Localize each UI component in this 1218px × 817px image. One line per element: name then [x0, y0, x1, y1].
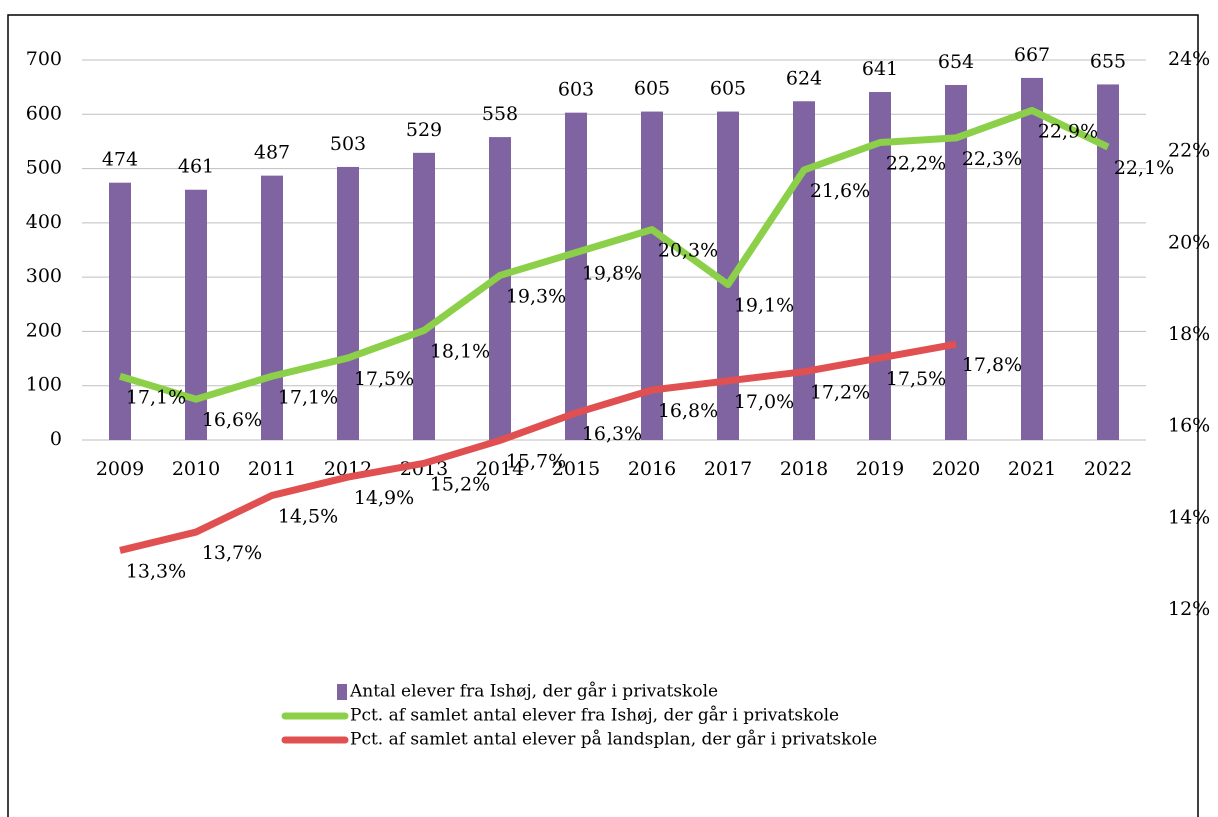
bar-value-label: 641 — [862, 58, 898, 80]
line — [118, 106, 1110, 403]
bar — [413, 152, 435, 441]
x-tick-label: 2017 — [704, 458, 752, 480]
chart-frame — [7, 14, 1199, 817]
line-value-label: 22,9% — [1038, 120, 1098, 142]
line-value-label: 16,8% — [658, 400, 718, 422]
bar-value-label: 624 — [786, 67, 822, 89]
x-tick-label: 2011 — [248, 458, 296, 480]
bar-value-label: 603 — [558, 79, 594, 101]
bar — [869, 92, 891, 441]
y-tick-label: 0 — [50, 428, 62, 450]
bar — [1021, 77, 1043, 441]
y2-tick-label: 16% — [1168, 415, 1210, 437]
bar — [1097, 84, 1119, 440]
line-value-label: 19,1% — [734, 295, 794, 317]
legend-swatch — [337, 684, 347, 700]
line-value-label: 17,0% — [734, 391, 794, 413]
line-value-label: 22,2% — [886, 153, 946, 175]
line-value-label: 16,3% — [582, 423, 642, 445]
line-value-label: 17,8% — [962, 354, 1022, 376]
bar — [185, 189, 207, 440]
x-tick-label: 2009 — [96, 458, 144, 480]
line-value-label: 15,7% — [506, 450, 566, 472]
bar-value-label: 487 — [254, 142, 290, 164]
bar — [489, 137, 511, 441]
line-value-label: 19,3% — [506, 285, 566, 307]
y-tick-label: 100 — [26, 374, 62, 396]
line-value-label: 22,1% — [1114, 157, 1174, 179]
line-value-label: 20,3% — [658, 240, 718, 262]
x-tick-label: 2018 — [780, 458, 828, 480]
x-tick-label: 2021 — [1008, 458, 1056, 480]
y2-tick-label: 14% — [1168, 506, 1210, 528]
bar-value-label: 461 — [178, 156, 214, 178]
line-value-label: 18,1% — [430, 340, 490, 362]
y2-tick-label: 22% — [1168, 140, 1210, 162]
bar-value-label: 503 — [330, 133, 366, 155]
bar-value-label: 558 — [482, 103, 518, 125]
line-value-label: 13,3% — [126, 560, 186, 582]
y-tick-label: 700 — [26, 48, 62, 70]
x-tick-label: 2020 — [932, 458, 980, 480]
line-value-label: 16,6% — [202, 409, 262, 431]
y2-tick-label: 12% — [1168, 598, 1210, 620]
bar — [793, 101, 815, 440]
line-value-label: 14,9% — [354, 487, 414, 509]
bar — [717, 111, 739, 441]
bar-value-label: 605 — [634, 78, 670, 100]
line-value-label: 17,5% — [886, 368, 946, 390]
y2-tick-label: 20% — [1168, 231, 1210, 253]
legend: Antal elever fra Ishøj, der går i privat… — [281, 682, 877, 750]
line — [119, 340, 957, 554]
line-value-label: 17,2% — [810, 382, 870, 404]
bar-value-label: 667 — [1014, 44, 1050, 66]
bar — [565, 112, 587, 441]
legend-label: Antal elever fra Ishøj, der går i privat… — [349, 682, 718, 702]
line-value-label: 17,5% — [354, 368, 414, 390]
line-value-label: 19,8% — [582, 263, 642, 285]
x-tick-label: 2010 — [172, 458, 220, 480]
x-tick-label: 2016 — [628, 458, 676, 480]
bar-value-label: 655 — [1090, 50, 1126, 72]
line-value-label: 14,5% — [278, 505, 338, 527]
line-value-label: 22,3% — [962, 148, 1022, 170]
legend-label: Pct. af samlet antal elever fra Ishøj, d… — [350, 706, 839, 726]
y-tick-label: 200 — [26, 319, 62, 341]
x-tick-label: 2019 — [856, 458, 904, 480]
y2-tick-label: 18% — [1168, 323, 1210, 345]
y-tick-label: 400 — [26, 211, 62, 233]
bar-value-label: 654 — [938, 51, 974, 73]
line-value-label: 13,7% — [202, 542, 262, 564]
x-tick-label: 2015 — [552, 458, 600, 480]
line-value-label: 17,1% — [126, 386, 186, 408]
bar-value-label: 605 — [710, 78, 746, 100]
line-value-label: 15,2% — [430, 473, 490, 495]
bar — [641, 111, 663, 441]
x-tick-label: 2014 — [476, 458, 524, 480]
bar — [337, 166, 359, 440]
bar — [945, 84, 967, 440]
bar-value-label: 529 — [406, 119, 442, 141]
line-value-label: 17,1% — [278, 386, 338, 408]
bar-value-label: 474 — [102, 149, 138, 171]
legend-label: Pct. af samlet antal elever på landsplan… — [350, 730, 877, 750]
y2-tick-label: 24% — [1168, 48, 1210, 70]
x-tick-label: 2022 — [1084, 458, 1132, 480]
line-value-label: 21,6% — [810, 180, 870, 202]
y-tick-label: 500 — [26, 157, 62, 179]
y-tick-label: 600 — [26, 102, 62, 124]
y-tick-label: 300 — [26, 265, 62, 287]
